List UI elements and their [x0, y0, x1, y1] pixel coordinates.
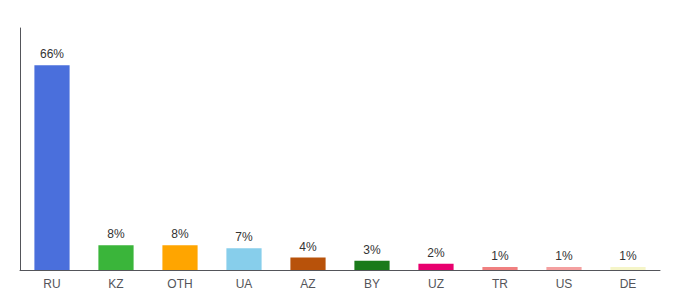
svg-text:BY: BY: [364, 277, 380, 291]
svg-text:AZ: AZ: [300, 277, 315, 291]
svg-text:2%: 2%: [427, 246, 445, 260]
svg-text:1%: 1%: [555, 249, 573, 263]
svg-text:8%: 8%: [107, 227, 125, 241]
svg-text:TR: TR: [492, 277, 508, 291]
svg-text:RU: RU: [43, 277, 60, 291]
svg-text:7%: 7%: [235, 230, 253, 244]
svg-text:1%: 1%: [619, 249, 637, 263]
svg-text:OTH: OTH: [167, 277, 192, 291]
svg-text:1%: 1%: [491, 249, 509, 263]
svg-text:3%: 3%: [363, 243, 381, 257]
svg-text:UA: UA: [236, 277, 253, 291]
svg-text:4%: 4%: [299, 240, 317, 254]
svg-text:UZ: UZ: [428, 277, 444, 291]
svg-text:8%: 8%: [171, 227, 189, 241]
svg-text:US: US: [556, 277, 573, 291]
svg-text:66%: 66%: [40, 47, 64, 61]
svg-text:KZ: KZ: [108, 277, 123, 291]
svg-text:DE: DE: [620, 277, 637, 291]
